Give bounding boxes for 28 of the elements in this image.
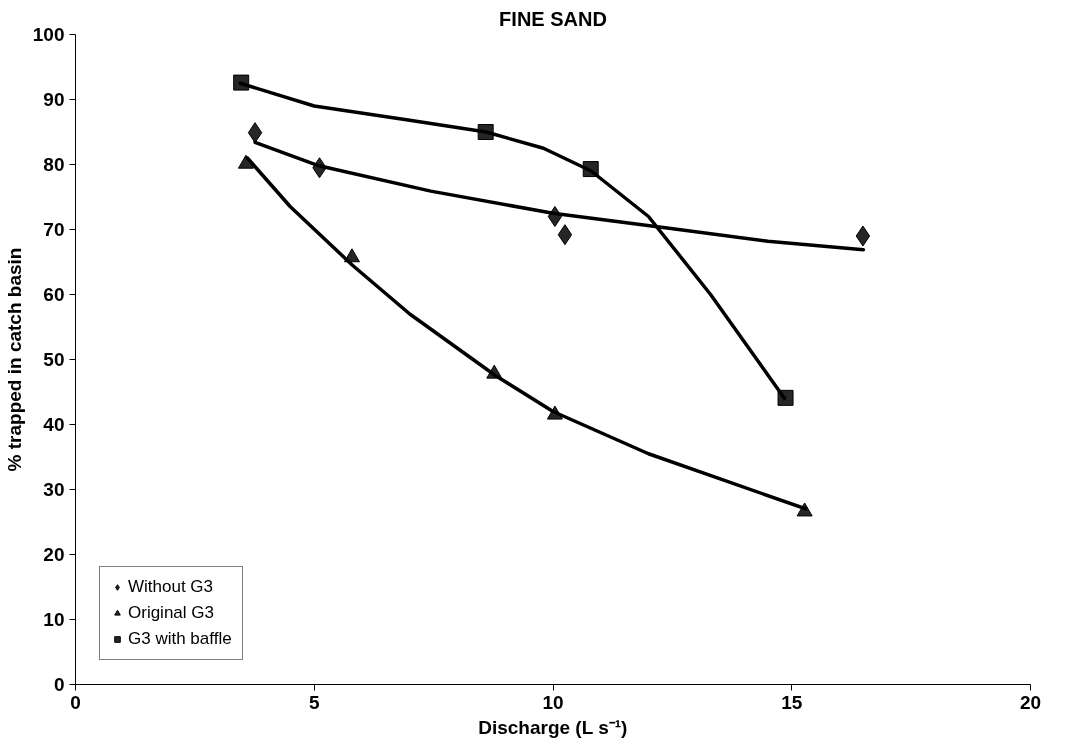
y-tick-label: 100 bbox=[32, 24, 65, 45]
legend-label: G3 with baffle bbox=[128, 629, 232, 649]
point bbox=[777, 389, 794, 406]
y-tick-label: 0 bbox=[53, 674, 65, 695]
point bbox=[855, 225, 871, 247]
legend-label: Original G3 bbox=[128, 603, 214, 623]
y-tick-label: 10 bbox=[43, 609, 65, 630]
point bbox=[557, 224, 573, 246]
point bbox=[796, 502, 813, 517]
y-tick-label: 90 bbox=[43, 89, 65, 110]
point bbox=[233, 74, 250, 91]
x-tick-label: 0 bbox=[70, 691, 81, 713]
x-axis-title: Discharge (L s⁻¹) bbox=[478, 716, 628, 738]
x-tick-label: 5 bbox=[308, 691, 320, 713]
y-tick-label: 70 bbox=[43, 219, 65, 240]
y-tick-label: 40 bbox=[43, 414, 65, 435]
chart-title: FINE SAND bbox=[499, 7, 607, 30]
y-tick-label: 50 bbox=[43, 349, 65, 370]
y-tick-label: 80 bbox=[43, 154, 65, 175]
x-tick-label: 10 bbox=[542, 691, 564, 713]
y-tick-label: 20 bbox=[43, 544, 65, 565]
y-axis-title: % trapped in catch basin bbox=[3, 247, 25, 472]
point bbox=[247, 122, 263, 144]
y-tick-label: 60 bbox=[43, 284, 65, 305]
x-tick-label: 15 bbox=[781, 691, 803, 713]
legend-label: Without G3 bbox=[128, 577, 214, 597]
x-tick-label: 20 bbox=[1019, 691, 1042, 713]
y-tick-label: 30 bbox=[43, 479, 65, 500]
